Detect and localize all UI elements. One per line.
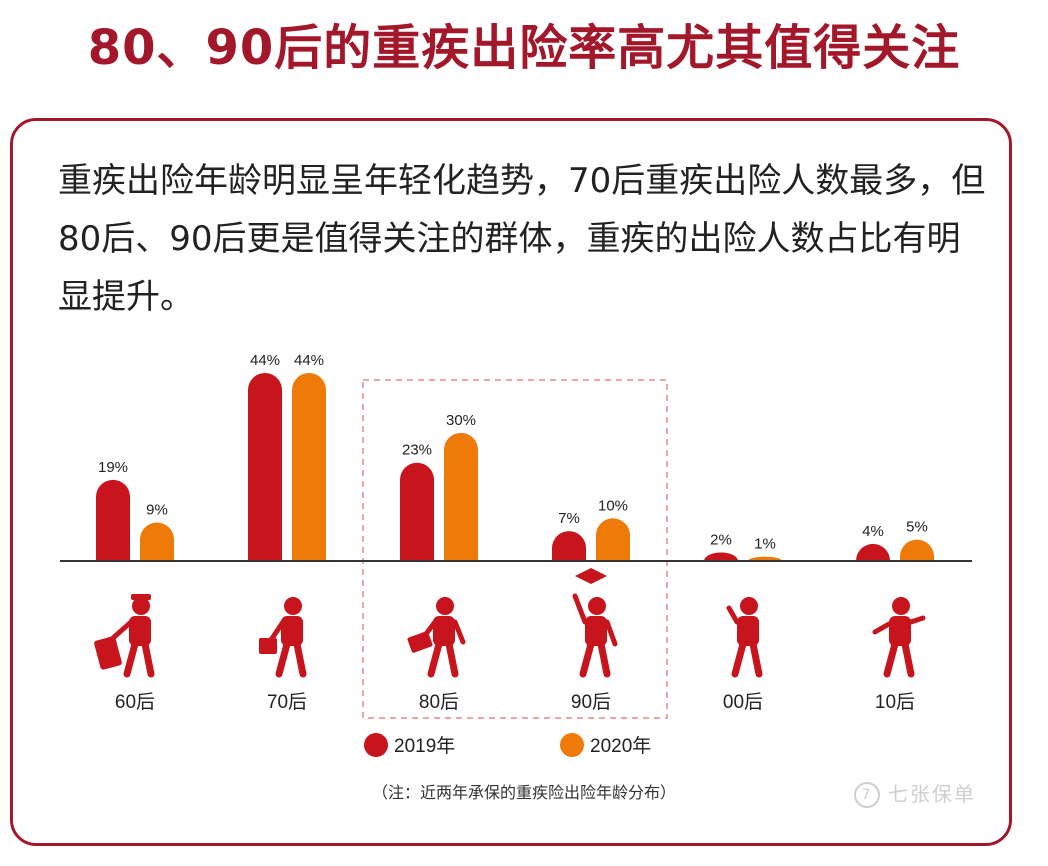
graduate-icon	[572, 568, 618, 678]
running-kid-icon	[872, 597, 926, 678]
brand-logo-icon: 7	[854, 782, 880, 808]
bar-2019-1	[248, 373, 282, 561]
data-label: 19%	[98, 459, 128, 476]
walking-with-cane-icon	[259, 597, 307, 678]
category-label: 10后	[875, 691, 915, 713]
data-label: 9%	[146, 502, 168, 519]
legend-label: 2020年	[590, 735, 651, 757]
category-label: 70后	[267, 691, 307, 713]
legend-swatch-2020	[560, 733, 584, 757]
category-label: 60后	[115, 691, 155, 713]
content-card	[10, 118, 1012, 846]
elderly-traveler-icon	[94, 594, 155, 678]
brand-watermark: 7 七张保单	[854, 778, 976, 808]
data-label: 23%	[402, 442, 432, 459]
data-label: 7%	[558, 510, 580, 527]
data-label: 2%	[710, 531, 732, 548]
bar-2019-2	[400, 462, 434, 561]
page-title: 80、90后的重疾出险率高尤其值得关注	[87, 20, 961, 76]
data-label: 5%	[906, 519, 928, 536]
legend-label: 2019年	[394, 735, 455, 757]
data-label: 44%	[250, 352, 280, 369]
businessman-walking-icon	[407, 597, 466, 678]
data-label: 4%	[862, 523, 884, 540]
bar-2019-3	[552, 531, 586, 561]
chart-footnote: （注：近两年承保的重疾险出险年龄分布）	[371, 783, 676, 802]
category-label: 90后	[571, 691, 611, 713]
bar-2020-4	[748, 556, 782, 561]
data-label: 30%	[446, 412, 476, 429]
bar-2020-2	[444, 432, 478, 561]
brand-name: 七张保单	[888, 782, 976, 806]
category-label: 00后	[723, 691, 763, 713]
child-icon	[726, 597, 763, 678]
bar-2019-4	[704, 552, 738, 561]
data-label: 10%	[598, 497, 628, 514]
bar-2020-3	[596, 518, 630, 561]
bar-2019-0	[96, 479, 130, 561]
data-label: 44%	[294, 352, 324, 369]
bar-2020-0	[140, 522, 174, 561]
bar-2020-5	[900, 539, 934, 561]
bar-2019-5	[856, 543, 890, 561]
description-text: 重疾出险年龄明显呈年轻化趋势，70后重疾出险人数最多，但80后、90后更是值得关…	[58, 161, 986, 317]
legend-swatch-2019	[364, 733, 388, 757]
category-label: 80后	[419, 691, 459, 713]
highlight-box	[362, 379, 668, 719]
data-label: 1%	[754, 536, 776, 553]
bar-2020-1	[292, 373, 326, 561]
